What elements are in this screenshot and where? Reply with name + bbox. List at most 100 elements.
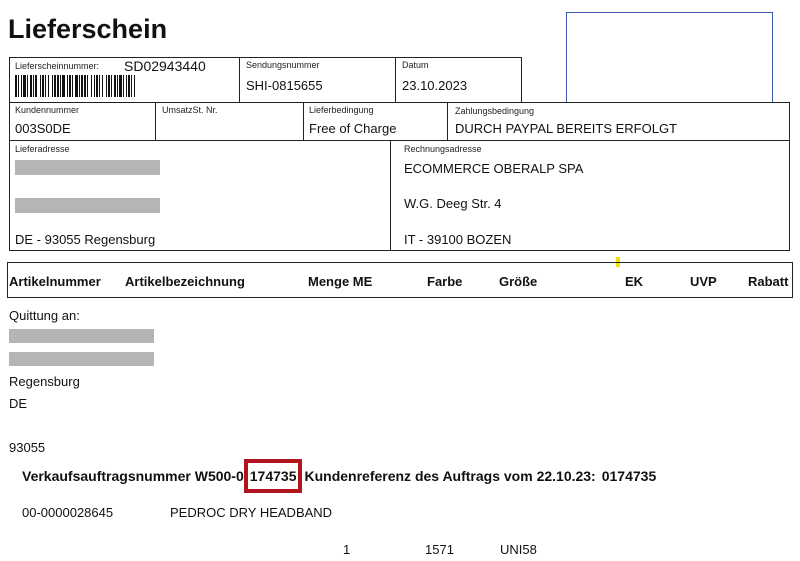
barcode-bar	[62, 75, 65, 97]
address-box	[9, 140, 790, 251]
barcode-bar	[57, 75, 59, 97]
barcode-bar	[88, 75, 91, 97]
barcode-bar	[21, 75, 22, 97]
barcode-bar	[41, 75, 42, 97]
barcode-bar	[23, 75, 26, 97]
barcode-bar	[80, 75, 81, 97]
barcode-bar	[134, 75, 135, 97]
datum-label: Datum	[402, 60, 429, 70]
barcode-bar	[92, 75, 94, 97]
redacted-quittung-street	[9, 352, 154, 366]
barcode-bar	[73, 75, 75, 97]
page-title: Lieferschein	[8, 14, 168, 44]
barcode-bar	[22, 75, 23, 97]
highlight-box: 174735	[243, 459, 303, 493]
lieferbedingung: Free of Charge	[309, 121, 397, 136]
barcode	[15, 75, 225, 97]
barcode-bar	[53, 75, 54, 97]
logo-placeholder-box	[566, 12, 773, 103]
barcode-bar	[127, 75, 128, 97]
divider	[395, 57, 396, 103]
col-rabatt: Rabatt	[748, 274, 789, 289]
barcode-bar	[126, 75, 127, 97]
item-farbe: 1571	[425, 542, 454, 557]
column-header-row	[7, 262, 793, 298]
barcode-bar	[30, 75, 32, 97]
barcode-bar	[79, 75, 80, 97]
item-artikelnummer: 00-0000028645	[22, 505, 114, 520]
order-line: Verkaufsauftragsnummer W500-0 174735 Kun…	[22, 459, 656, 493]
barcode-bar	[116, 75, 117, 97]
quittung-label: Quittung an:	[9, 308, 80, 323]
barcode-bar	[34, 75, 35, 97]
barcode-bar	[52, 75, 53, 97]
barcode-bar	[35, 75, 37, 97]
barcode-bar	[71, 75, 72, 97]
rechnungsadresse-name: ECOMMERCE OBERALP SPA	[404, 161, 584, 176]
order-number: 0174735	[601, 468, 657, 484]
barcode-bar	[135, 75, 137, 97]
redacted-quittung-name	[9, 329, 154, 343]
item-menge: 1	[343, 542, 351, 557]
kundennummer-label: Kundennummer	[15, 105, 80, 115]
lieferadresse-label: Lieferadresse	[15, 144, 70, 154]
col-ek: EK	[625, 274, 644, 289]
col-farbe: Farbe	[427, 274, 463, 289]
barcode-bar	[94, 75, 95, 97]
barcode-bar	[122, 75, 123, 97]
barcode-bar	[86, 75, 87, 97]
barcode-bar	[119, 75, 122, 97]
barcode-bar	[84, 75, 86, 97]
lieferscheinnummer-label: Lieferscheinnummer:	[15, 61, 100, 71]
barcode-bar	[27, 75, 28, 97]
lieferbedingung-label: Lieferbedingung	[309, 105, 374, 115]
col-artikelnummer: Artikelnummer	[9, 274, 101, 289]
barcode-bar	[68, 75, 69, 97]
barcode-bar	[91, 75, 92, 97]
lieferscheinnummer: SD02943440	[124, 58, 206, 74]
barcode-bar	[114, 75, 116, 97]
item-bezeichnung: PEDROC DRY HEADBAND	[170, 505, 333, 520]
divider	[239, 57, 240, 103]
sendungsnummer-label: Sendungsnummer	[246, 60, 320, 70]
barcode-bar	[37, 75, 40, 97]
barcode-bar	[45, 75, 46, 97]
barcode-bar	[118, 75, 119, 97]
barcode-bar	[100, 75, 102, 97]
col-artikelbezeichnung: Artikelbezeichnung	[125, 274, 245, 289]
ust-label: UmsatzSt. Nr.	[162, 105, 218, 115]
redacted-street	[15, 198, 160, 213]
barcode-bar	[81, 75, 83, 97]
barcode-bar	[26, 75, 27, 97]
barcode-bar	[107, 75, 108, 97]
col-menge: Menge ME	[308, 274, 373, 289]
order-suffix: Kundenreferenz des Auftrags vom 22.10.23…	[304, 468, 596, 484]
barcode-bar	[69, 75, 71, 97]
barcode-bar	[61, 75, 62, 97]
rechnungsadresse-street: W.G. Deeg Str. 4	[404, 196, 502, 211]
barcode-bar	[65, 75, 67, 97]
divider	[390, 140, 391, 251]
rechnungsadresse-label: Rechnungsadresse	[404, 144, 482, 154]
barcode-bar	[124, 75, 126, 97]
redacted-name	[15, 160, 160, 175]
barcode-bar	[128, 75, 130, 97]
barcode-bar	[33, 75, 34, 97]
barcode-bar	[72, 75, 73, 97]
rechnungsadresse-city: IT - 39100 BOZEN	[404, 232, 512, 247]
barcode-bar	[96, 75, 98, 97]
barcode-bar	[59, 75, 60, 97]
barcode-bar	[98, 75, 99, 97]
lieferadresse-city: DE - 93055 Regensburg	[15, 232, 156, 247]
divider	[447, 102, 448, 141]
col-uvp: UVP	[690, 274, 717, 289]
barcode-bar	[87, 75, 88, 97]
barcode-bar	[130, 75, 131, 97]
quittung-country: DE	[9, 396, 28, 411]
barcode-bar	[131, 75, 132, 97]
sendungsnummer: SHI-0815655	[246, 78, 323, 93]
item-groesse: UNI58	[500, 542, 537, 557]
barcode-bar	[32, 75, 33, 97]
barcode-bar	[132, 75, 134, 97]
